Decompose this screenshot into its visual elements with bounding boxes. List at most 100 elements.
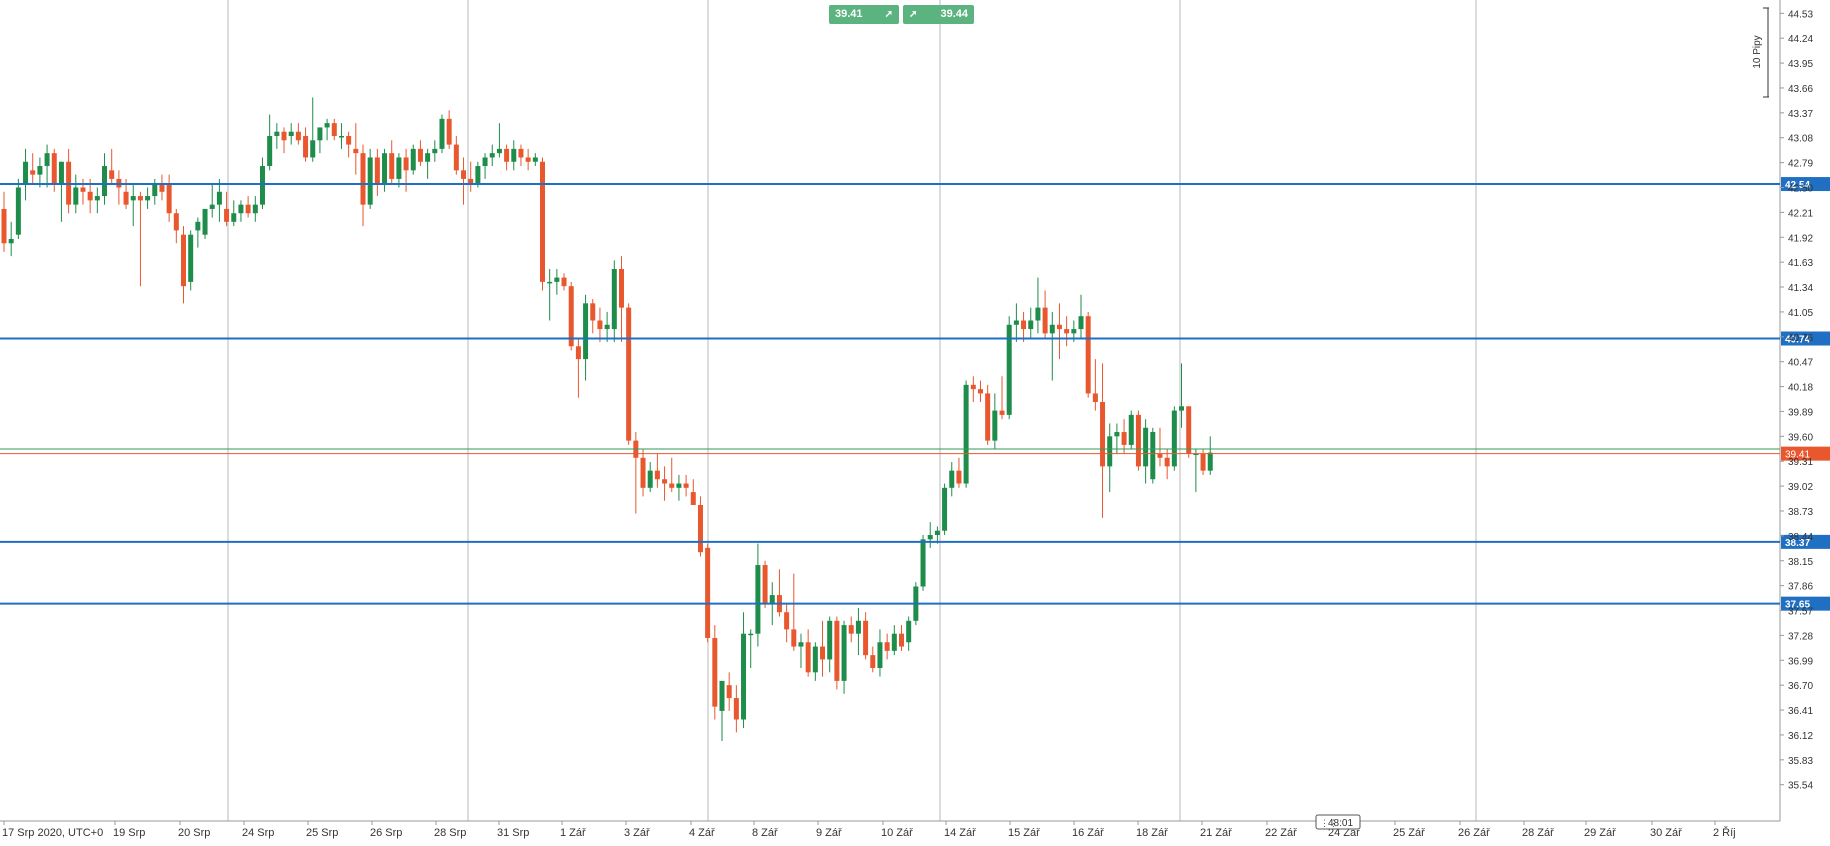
candle-body: [669, 483, 675, 488]
candle: [697, 496, 703, 557]
candle: [1078, 294, 1084, 338]
candle-body: [1171, 410, 1177, 467]
candle-body: [281, 131, 287, 141]
candle-body: [8, 238, 14, 244]
y-tick-label: 38.73: [1788, 507, 1813, 518]
y-tick-label: 42.79: [1788, 159, 1813, 170]
y-tick-label: 43.66: [1788, 84, 1813, 95]
candle: [410, 144, 416, 175]
y-tick-label: 35.54: [1788, 781, 1813, 792]
candle-body: [640, 457, 646, 488]
candle: [245, 196, 251, 218]
level-price-tag: [1781, 596, 1830, 611]
candle: [468, 161, 474, 192]
candle: [942, 483, 948, 536]
candle-body: [611, 269, 617, 330]
candle-body: [590, 303, 596, 321]
candle-body: [690, 492, 696, 505]
candle-body: [920, 539, 926, 587]
y-tick-label: 39.31: [1788, 457, 1813, 468]
candle: [848, 616, 854, 643]
candle: [547, 269, 553, 321]
candle-body: [1150, 432, 1156, 480]
candle-body: [899, 633, 904, 647]
candle: [755, 543, 761, 647]
candle: [805, 629, 811, 677]
candle-body: [820, 646, 826, 660]
candle-body: [855, 620, 861, 634]
candle: [741, 612, 747, 729]
sell-button[interactable]: 39.41 ➚: [829, 5, 899, 24]
candle: [956, 457, 962, 488]
candle-body: [540, 161, 545, 282]
candle: [999, 376, 1005, 420]
candle-body: [884, 642, 890, 651]
x-tick-label: 25 Zář: [1393, 827, 1425, 839]
candle-body: [1035, 307, 1041, 321]
candle-body: [827, 620, 833, 660]
candle-body: [238, 204, 244, 214]
candle-body: [396, 157, 402, 179]
candle: [618, 256, 624, 342]
level-price-tag: [1781, 177, 1830, 192]
price-lines: 39.41: [0, 446, 1830, 461]
candle: [1150, 427, 1156, 484]
candle-body: [554, 277, 560, 282]
candle-body: [733, 698, 739, 720]
candle: [30, 153, 36, 184]
candle: [238, 200, 244, 222]
candle: [367, 148, 373, 209]
candle-body: [791, 629, 797, 647]
x-tick-label: 25 Srp: [306, 827, 338, 839]
candle: [94, 187, 100, 214]
x-tick-label: 14 Zář: [944, 827, 976, 839]
candle-body: [870, 655, 876, 669]
candle-body: [834, 620, 840, 681]
candle-body: [439, 118, 445, 149]
candle-body: [1, 208, 7, 244]
candle: [209, 183, 215, 218]
candle: [274, 123, 280, 149]
candle: [8, 221, 14, 257]
candle-body: [1135, 414, 1141, 467]
candle: [1121, 419, 1127, 454]
candle-body: [942, 487, 948, 531]
candle-body: [1128, 414, 1134, 445]
pip-ruler-label: 10 Pipy: [1752, 35, 1763, 68]
candle-body: [999, 410, 1005, 415]
bid-price-label: 39.41: [1785, 450, 1810, 461]
candle: [970, 376, 976, 403]
candle-body: [137, 196, 143, 201]
candle: [977, 380, 983, 403]
horizontal-levels[interactable]: 42.54 40.74 38.37 37.65: [0, 177, 1830, 611]
candle-body: [324, 123, 330, 128]
candle-body: [583, 303, 589, 360]
candle-body: [949, 470, 955, 488]
candle: [927, 522, 933, 548]
candle-body: [618, 269, 624, 308]
candle-body: [511, 148, 517, 162]
x-tick-label: 19 Srp: [113, 827, 145, 839]
candle-body: [482, 157, 488, 167]
candle-body: [805, 642, 811, 673]
candle: [317, 127, 323, 154]
buy-button[interactable]: ➚ 39.44: [903, 5, 974, 24]
price-axis[interactable]: 44.53 44.24 43.95 43.66 43.37 43.08 42.79 42.50…: [1780, 9, 1813, 792]
pip-ruler: 10 Pipy: [1752, 7, 1769, 98]
x-tick-label: 2 Říj: [1713, 826, 1736, 839]
candle: [159, 174, 165, 201]
candle: [1064, 316, 1070, 347]
candle: [841, 620, 847, 694]
candle-body: [977, 389, 983, 394]
candle: [489, 144, 495, 167]
y-tick-label: 36.12: [1788, 731, 1813, 742]
candle: [1179, 363, 1185, 428]
candle: [137, 191, 143, 287]
candle: [705, 543, 711, 643]
time-axis[interactable]: 17 Srp 2020, UTC+0 19 Srp 20 Srp 24 Srp 25 S…: [2, 821, 1736, 839]
y-tick-label: 36.70: [1788, 681, 1813, 692]
candle-countdown: ⋮⋮ 48:01: [1315, 814, 1361, 830]
candle: [44, 144, 50, 188]
